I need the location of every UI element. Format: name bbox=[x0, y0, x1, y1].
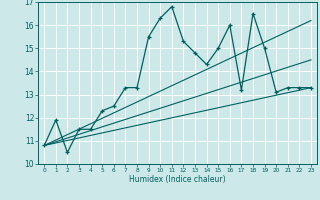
X-axis label: Humidex (Indice chaleur): Humidex (Indice chaleur) bbox=[129, 175, 226, 184]
